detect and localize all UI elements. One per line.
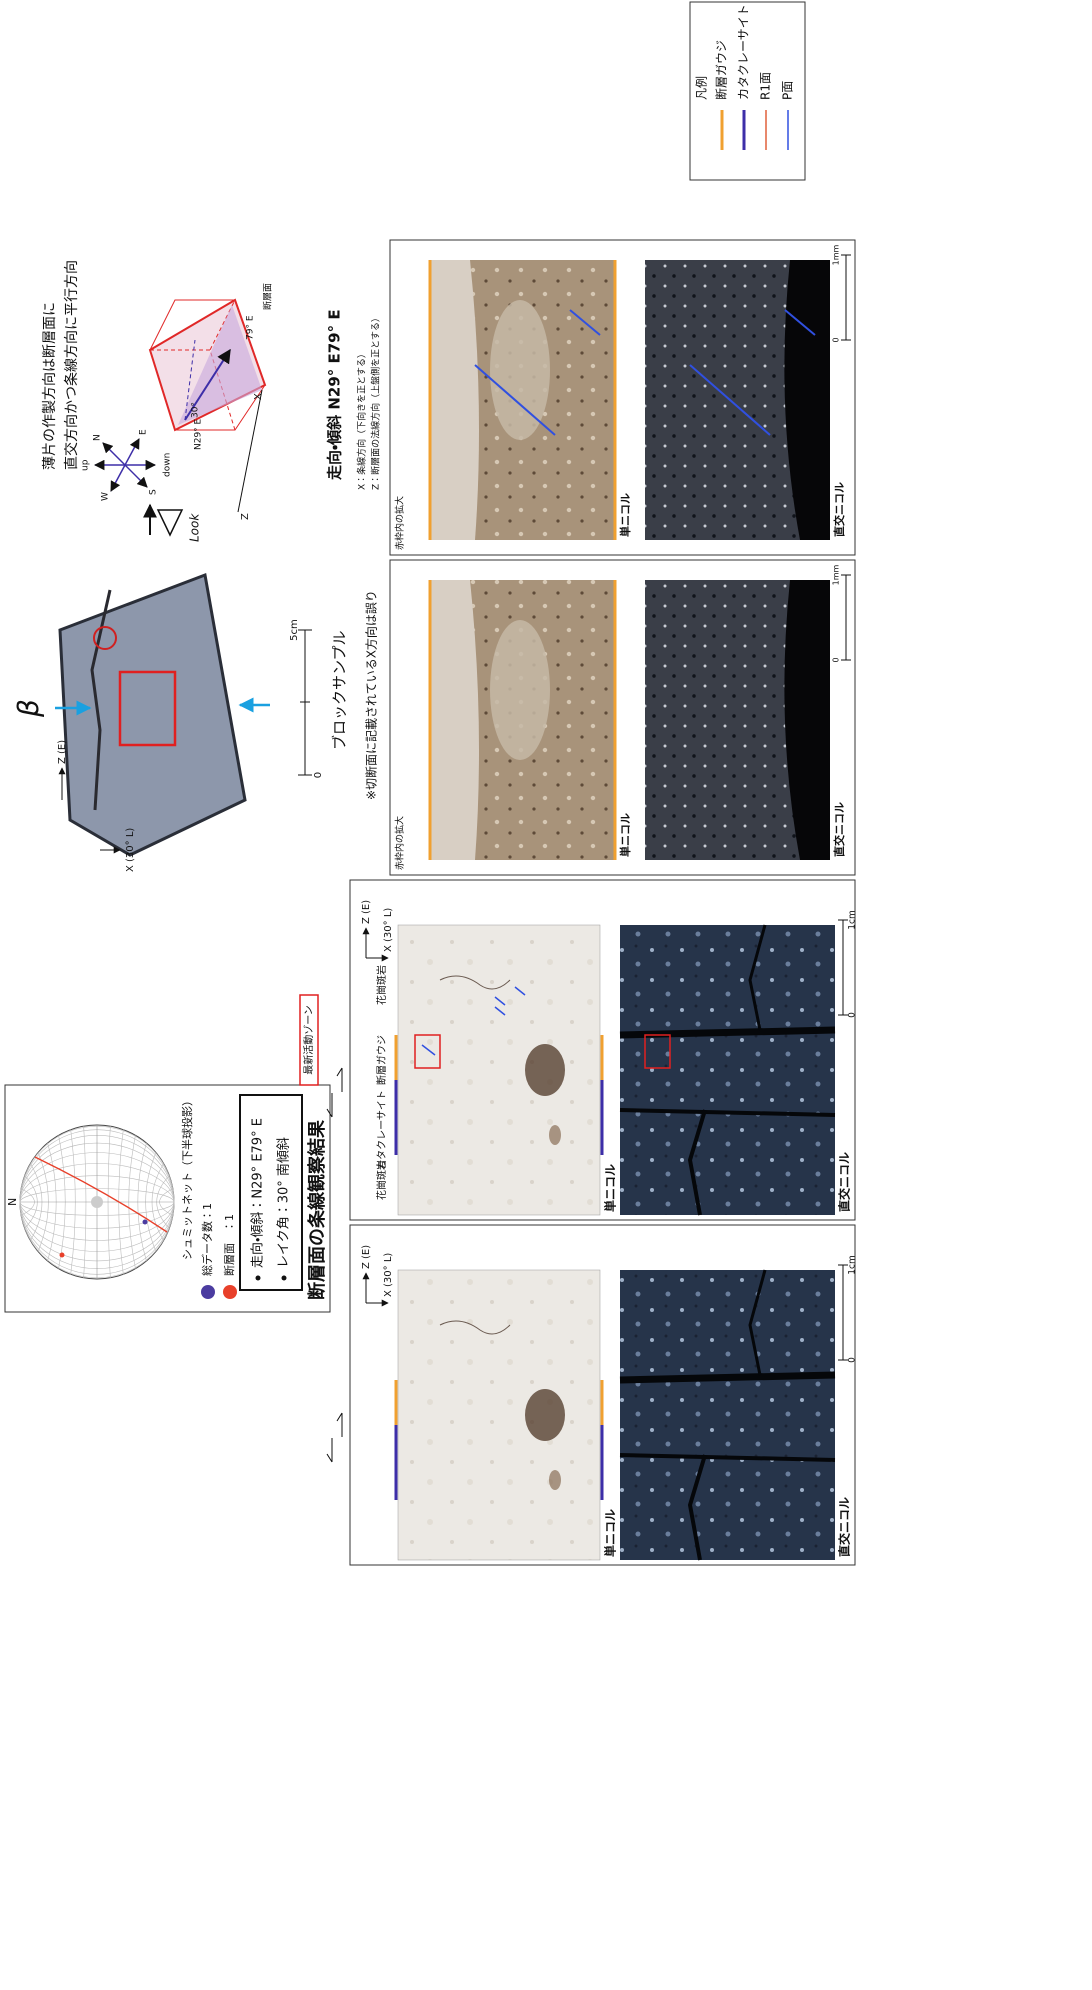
opaque-mineral bbox=[549, 1125, 561, 1145]
panel-caption: 赤枠内の拡大 bbox=[394, 496, 406, 550]
scale-zero: 0 bbox=[313, 772, 324, 778]
page-title: 断層面の条線観察結果 bbox=[306, 1119, 328, 1300]
legend-label: カタクレーサイト bbox=[737, 4, 751, 100]
block-photo bbox=[60, 575, 245, 855]
z-label: Z bbox=[240, 513, 251, 520]
scale-max: 1mm bbox=[832, 244, 841, 265]
pole-point bbox=[60, 1253, 65, 1258]
plane-label: 断層面 bbox=[262, 283, 274, 310]
axis-x-label: X (30° L) bbox=[383, 908, 394, 952]
stereonet-caption: シュミットネット（下半球投影） bbox=[180, 1095, 194, 1260]
compass-axis bbox=[111, 465, 125, 491]
axis-definition: Z：断層面の法線方向（上盤側を正とする） bbox=[370, 313, 382, 490]
scale-zero: 0 bbox=[832, 337, 841, 342]
orientation-strike-dip: 走向・傾斜 N29° E79° E bbox=[326, 309, 344, 480]
look-label: Look bbox=[188, 513, 202, 542]
scale-max: 5cm bbox=[289, 619, 300, 641]
axis-definition: X：条線方向（下向きを正とする） bbox=[356, 349, 368, 490]
unit-label: カタクレーサイト bbox=[376, 1090, 388, 1170]
legend-label: R1面 bbox=[759, 72, 773, 100]
document: N シュミットネット（下半球投影） 総データ数：1 断層面 ：1 走向・傾斜：N29° … bbox=[0, 0, 1092, 1990]
legend-label: P面 bbox=[781, 81, 795, 100]
gouge-band bbox=[430, 580, 479, 860]
opaque-mineral bbox=[525, 1044, 565, 1096]
panel-label: 単ニコル bbox=[618, 813, 632, 857]
rake-label: 30° bbox=[191, 402, 201, 418]
plane-light-image bbox=[398, 1270, 600, 1560]
unit-label: 断層ガウジ bbox=[376, 1035, 388, 1085]
compass-label: W bbox=[101, 492, 111, 501]
scale-zero: 0 bbox=[832, 657, 841, 662]
compass-axis bbox=[125, 439, 139, 465]
bullet bbox=[282, 1276, 287, 1281]
scale-max: 1cm bbox=[848, 1255, 858, 1274]
orientation-heading: 直交方向かつ条線方向に平行方向 bbox=[63, 260, 80, 470]
axis-x-label: X (30° L) bbox=[383, 1253, 394, 1297]
strike-label: N29° E bbox=[194, 418, 204, 450]
strike-dip: 走向・傾斜：N29° E79° E bbox=[250, 1118, 266, 1268]
compass-label: S bbox=[149, 489, 159, 495]
clast bbox=[490, 620, 550, 760]
panel-label: 直交ニコル bbox=[832, 482, 846, 537]
panel-label: 直交ニコル bbox=[832, 802, 846, 857]
scale-max: 1cm bbox=[848, 910, 858, 929]
axis-z-label: Z (E) bbox=[361, 900, 372, 924]
legend-label: 断層ガウジ bbox=[715, 40, 729, 100]
block-caption: ブロックサンプル bbox=[331, 630, 349, 750]
legend-title: 凡例 bbox=[695, 76, 709, 100]
axis-z-label: Z (E) bbox=[57, 740, 68, 764]
unit-label: 花崗斑岩 bbox=[375, 965, 388, 1005]
stereonet-north: N bbox=[6, 1198, 19, 1206]
striation-point bbox=[143, 1220, 148, 1225]
compass-axis bbox=[103, 443, 125, 465]
shear-arrow-head bbox=[337, 1413, 342, 1421]
panel-caption: 赤枠内の拡大 bbox=[394, 816, 406, 870]
axis-x-label: X (30° L) bbox=[125, 828, 136, 872]
scale-zero: 0 bbox=[848, 1012, 858, 1018]
beta-label: β bbox=[12, 699, 45, 718]
crossed-polar-image bbox=[620, 1270, 835, 1560]
stereonet-legend-label: 断層面 ：1 bbox=[223, 1214, 236, 1276]
shear-arrow-head bbox=[337, 1068, 342, 1076]
clast bbox=[490, 300, 550, 440]
stereonet-legend-label: 総データ数：1 bbox=[200, 1203, 214, 1276]
panel-label: 単ニコル bbox=[618, 493, 632, 537]
rake: レイク角：30° 南傾斜 bbox=[276, 1137, 292, 1268]
crack bbox=[620, 1375, 835, 1380]
stereonet-legend-dot bbox=[201, 1285, 215, 1299]
scale-zero: 0 bbox=[848, 1357, 858, 1363]
orientation-heading: 薄片の作製方向は断層面に bbox=[42, 302, 58, 470]
x-label: X bbox=[253, 393, 264, 400]
plane-light-image bbox=[398, 925, 600, 1215]
compass-label: N bbox=[93, 434, 103, 441]
compass-label: down bbox=[163, 453, 173, 477]
bullet bbox=[256, 1276, 261, 1281]
axis-z-label: Z (E) bbox=[361, 1245, 372, 1269]
compass-label: up bbox=[81, 459, 91, 471]
shear-arrow-head bbox=[327, 1454, 332, 1462]
sheet: N シュミットネット（下半球投影） 総データ数：1 断層面 ：1 走向・傾斜：N29° … bbox=[0, 0, 1092, 1990]
eye bbox=[158, 510, 182, 535]
panel-label: 単ニコル bbox=[603, 1164, 618, 1212]
panel-label: 直交ニコル bbox=[837, 1497, 852, 1557]
block-note: ※切断面に記載されているX方向は誤り bbox=[364, 590, 379, 800]
stereonet-legend-dot bbox=[223, 1285, 237, 1299]
compass-axis bbox=[125, 465, 147, 487]
panel-label: 直交ニコル bbox=[837, 1152, 852, 1212]
dip-label: 79° E bbox=[246, 315, 256, 340]
scale-max: 1mm bbox=[832, 564, 841, 585]
summary-box bbox=[240, 1095, 302, 1290]
stereonet-center bbox=[91, 1196, 103, 1208]
gouge-band bbox=[430, 260, 479, 540]
latest-zone: 最新活動ゾーン bbox=[302, 1005, 315, 1075]
panel-label: 単ニコル bbox=[603, 1509, 618, 1557]
opaque-mineral bbox=[549, 1470, 561, 1490]
opaque-mineral bbox=[525, 1389, 565, 1441]
crossed-polar-image bbox=[620, 925, 835, 1215]
compass-label: E bbox=[139, 429, 149, 435]
